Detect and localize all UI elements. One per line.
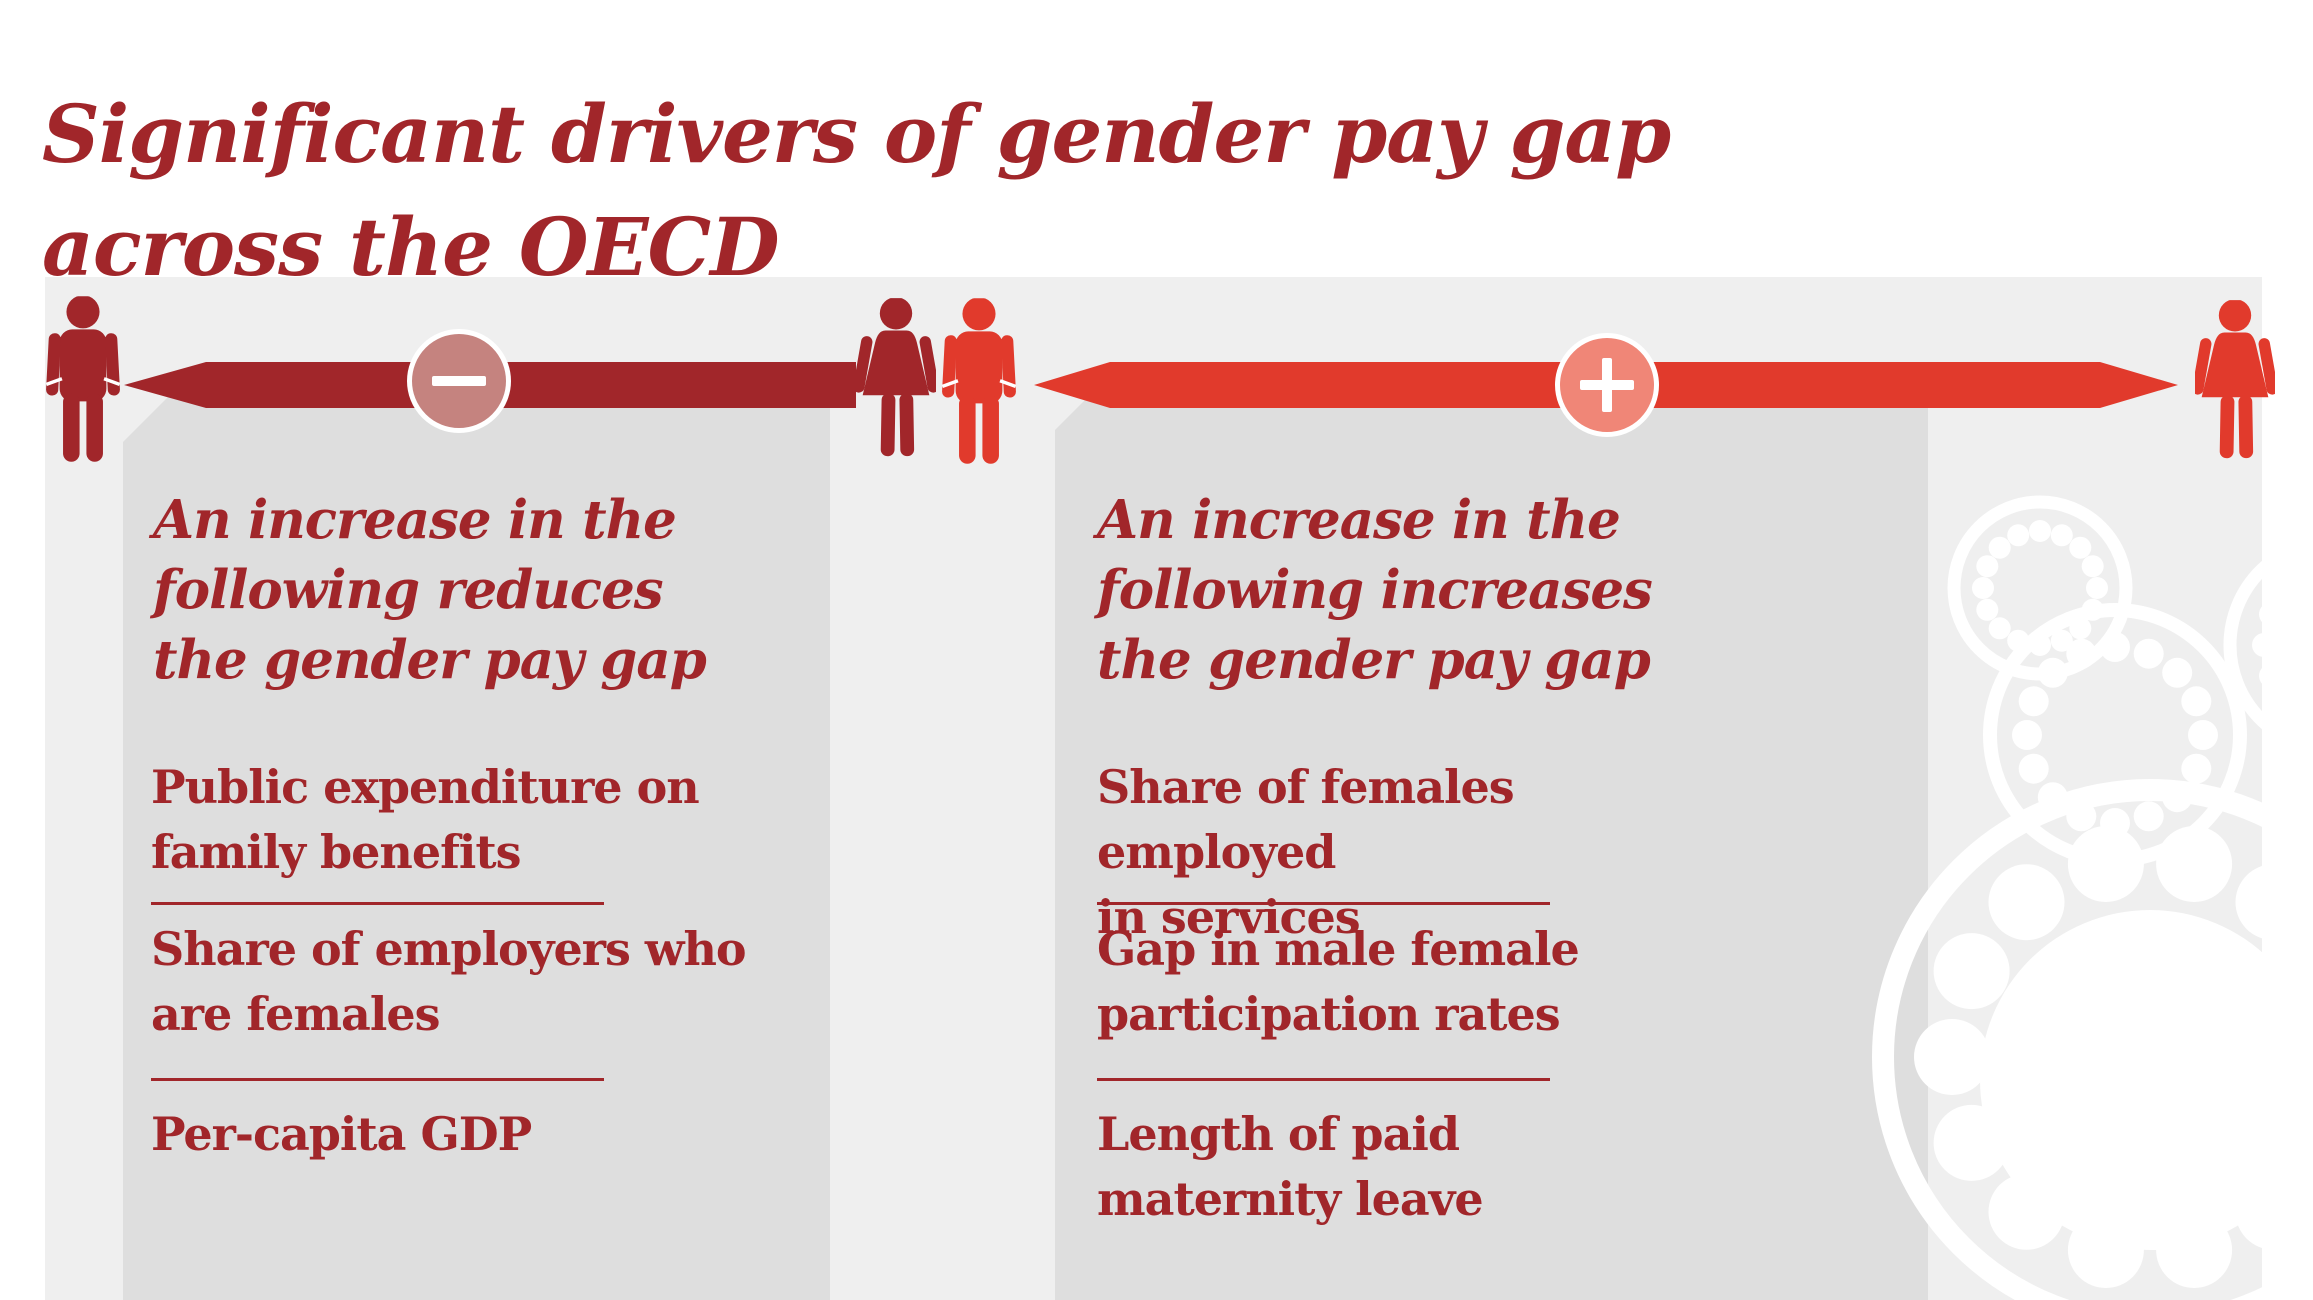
list-item: Share of employers who are females	[151, 922, 747, 1041]
divider	[1097, 902, 1550, 905]
man-icon	[942, 298, 1016, 466]
page-title: Significant drivers of gender pay gap ac…	[42, 86, 1671, 294]
list-item: Share of females employed in services	[1097, 760, 1515, 944]
woman-icon	[856, 296, 936, 464]
list-item: Gap in male female participation rates	[1097, 922, 1580, 1041]
reduce-panel-heading: An increase in the following reduces the…	[153, 489, 707, 691]
divider	[151, 1078, 604, 1081]
man-icon	[46, 296, 120, 464]
increase-panel-heading: An increase in the following increases t…	[1097, 489, 1653, 691]
divider	[151, 902, 604, 905]
reduce-panel: An increase in the following reduces the…	[123, 390, 830, 1300]
divider	[1097, 1078, 1550, 1081]
list-item: Public expenditure on family benefits	[151, 760, 700, 879]
list-item: Per-capita GDP	[151, 1107, 532, 1161]
minus-bar	[432, 376, 486, 386]
plus-bar-vertical	[1602, 358, 1612, 412]
plus-icon	[1555, 333, 1659, 437]
decorative-circles	[1872, 495, 2313, 1300]
increase-panel: An increase in the following increases t…	[1055, 390, 1928, 1300]
minus-icon	[407, 329, 511, 433]
list-item: Length of paid maternity leave	[1097, 1107, 1484, 1226]
woman-icon	[2195, 298, 2275, 466]
